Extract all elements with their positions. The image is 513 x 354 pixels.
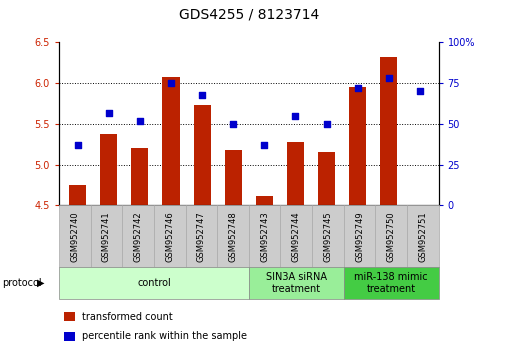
Text: SIN3A siRNA
treatment: SIN3A siRNA treatment	[266, 272, 327, 294]
Text: GSM952741: GSM952741	[102, 211, 111, 262]
Point	[229, 121, 238, 127]
Point	[167, 80, 175, 86]
Point	[260, 142, 268, 148]
Point	[198, 92, 206, 97]
Bar	[256, 195, 273, 205]
Bar	[69, 185, 86, 205]
Bar	[163, 78, 180, 205]
Text: GSM952742: GSM952742	[133, 211, 143, 262]
Text: GSM952747: GSM952747	[197, 211, 206, 262]
Bar	[225, 150, 242, 205]
Text: GSM952748: GSM952748	[228, 211, 238, 262]
Point	[136, 118, 144, 124]
Point	[416, 88, 424, 94]
Bar	[318, 152, 335, 205]
Point	[105, 110, 113, 115]
Text: percentile rank within the sample: percentile rank within the sample	[82, 331, 247, 341]
Text: GSM952745: GSM952745	[323, 211, 332, 262]
Point	[353, 85, 362, 91]
Bar	[349, 87, 366, 205]
Text: transformed count: transformed count	[82, 312, 173, 322]
Text: GSM952743: GSM952743	[260, 211, 269, 262]
Text: GSM952750: GSM952750	[387, 211, 396, 262]
Point	[385, 75, 393, 81]
Text: GSM952751: GSM952751	[418, 211, 427, 262]
Text: protocol: protocol	[3, 278, 42, 288]
Bar	[100, 134, 117, 205]
Text: control: control	[137, 278, 171, 288]
Text: GSM952749: GSM952749	[355, 211, 364, 262]
Point	[73, 142, 82, 148]
Bar	[380, 57, 398, 205]
Point	[291, 113, 300, 119]
Bar	[287, 142, 304, 205]
Point	[323, 121, 331, 127]
Text: GSM952746: GSM952746	[165, 211, 174, 262]
Bar	[193, 105, 211, 205]
Bar	[131, 148, 148, 205]
Text: ▶: ▶	[37, 278, 45, 288]
Text: GDS4255 / 8123714: GDS4255 / 8123714	[179, 7, 319, 21]
Text: GSM952744: GSM952744	[292, 211, 301, 262]
Text: GSM952740: GSM952740	[70, 211, 80, 262]
Text: miR-138 mimic
treatment: miR-138 mimic treatment	[354, 272, 428, 294]
